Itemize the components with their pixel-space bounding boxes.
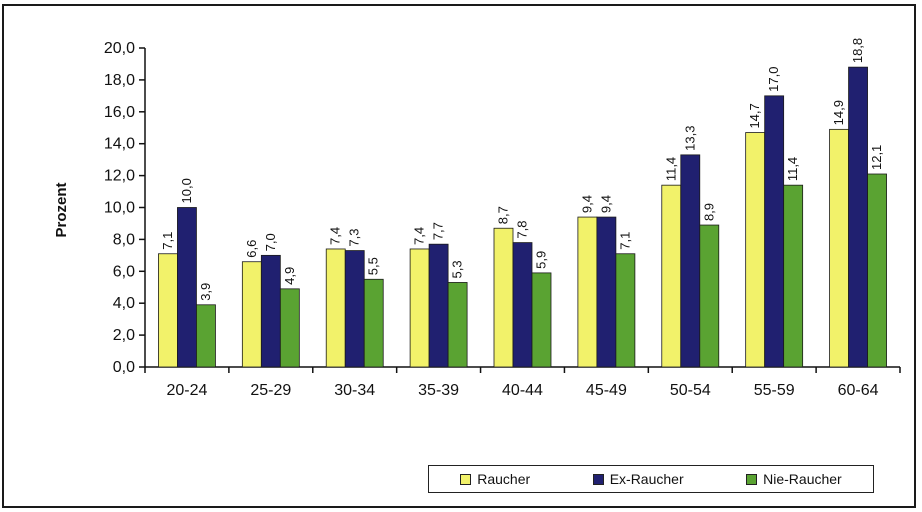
data-label: 9,4 <box>598 195 613 213</box>
bar <box>661 184 682 368</box>
bar <box>531 272 552 368</box>
data-label: 7,3 <box>347 228 362 246</box>
bar <box>596 216 617 368</box>
x-tick-label: 25-29 <box>250 382 291 399</box>
x-tick-label: 30-34 <box>334 382 375 399</box>
data-label: 5,3 <box>450 260 465 278</box>
data-label: 9,4 <box>579 195 594 213</box>
bar <box>764 95 785 368</box>
bar <box>196 304 216 368</box>
data-label: 8,9 <box>701 203 716 221</box>
legend-item-ex-raucher: Ex-Raucher <box>592 471 684 487</box>
bar <box>363 278 384 368</box>
y-tick-label: 16,0 <box>104 104 135 121</box>
y-tick-label: 10,0 <box>104 200 135 217</box>
data-label: 13,3 <box>682 126 697 151</box>
data-label: 7,8 <box>515 221 530 239</box>
data-label: 18,8 <box>850 38 865 63</box>
x-tick-label: 40-44 <box>502 382 543 399</box>
data-label: 6,6 <box>244 240 259 258</box>
y-tick-label: 8,0 <box>113 231 135 248</box>
x-tick-label: 45-49 <box>586 382 627 399</box>
legend: Raucher Ex-Raucher Nie-Raucher <box>428 465 874 493</box>
bar <box>493 227 514 368</box>
x-tick-label: 50-54 <box>670 382 711 399</box>
data-label: 5,9 <box>534 251 549 269</box>
data-label: 7,0 <box>263 233 278 251</box>
bar <box>783 184 804 368</box>
data-label: 11,4 <box>785 157 800 181</box>
data-label: 5,5 <box>366 257 381 275</box>
bar <box>344 250 365 368</box>
bar <box>829 128 849 368</box>
y-tick-label: 2,0 <box>113 327 135 344</box>
bar <box>409 248 430 368</box>
bar <box>428 243 449 368</box>
bar <box>615 253 636 368</box>
data-label: 14,9 <box>831 100 846 125</box>
legend-label-ex-raucher: Ex-Raucher <box>609 471 684 487</box>
bar <box>241 261 262 368</box>
x-tick-label: 20-24 <box>166 382 207 399</box>
bar <box>279 288 300 368</box>
legend-item-raucher: Raucher <box>460 471 530 487</box>
y-tick-label: 12,0 <box>104 168 135 185</box>
y-tick-label: 4,0 <box>113 295 135 312</box>
bar <box>699 224 720 368</box>
y-tick-label: 6,0 <box>113 263 135 280</box>
legend-label-raucher: Raucher <box>477 471 531 487</box>
chart-bars <box>158 66 887 368</box>
data-label: 10,0 <box>179 178 194 203</box>
data-label: 8,7 <box>496 206 511 224</box>
legend-label-nie-raucher: Nie-Raucher <box>763 471 842 487</box>
legend-swatch-raucher <box>460 473 472 485</box>
legend-swatch-ex-raucher <box>592 473 604 485</box>
bar <box>325 248 346 368</box>
x-tick-label: 60-64 <box>838 382 879 399</box>
bar <box>848 66 868 368</box>
chart-value-labels: 7,1 10,0 3,9 6,6 7,0 4,9 7,4 7,3 5,5 7,4 7,7 5,3 8,7… <box>160 38 884 301</box>
y-axis-label: Prozent <box>53 182 70 237</box>
bar <box>447 282 468 368</box>
bar <box>867 173 887 368</box>
data-label: 7,7 <box>431 222 446 240</box>
y-tick-label: 18,0 <box>104 72 135 89</box>
bar <box>577 216 598 368</box>
data-label: 4,9 <box>282 267 297 285</box>
bar <box>260 254 281 368</box>
data-label: 11,4 <box>663 157 678 181</box>
data-label: 3,9 <box>198 283 213 301</box>
data-label: 12,1 <box>869 145 884 170</box>
data-label: 7,1 <box>617 232 632 250</box>
y-tick-label: 0,0 <box>113 359 135 376</box>
bar <box>512 242 533 368</box>
bar <box>745 132 766 368</box>
y-tick-label: 14,0 <box>104 136 135 153</box>
x-tick-label: 35-39 <box>418 382 459 399</box>
bar <box>680 154 701 368</box>
data-label: 14,7 <box>747 103 762 128</box>
x-tick-label: 55-59 <box>754 382 795 399</box>
data-label: 7,1 <box>160 232 175 250</box>
legend-item-nie-raucher: Nie-Raucher <box>746 471 842 487</box>
legend-swatch-nie-raucher <box>746 473 758 485</box>
data-label: 17,0 <box>766 67 781 92</box>
data-label: 7,4 <box>328 227 343 245</box>
bar <box>177 207 197 368</box>
y-tick-label: 20,0 <box>104 40 135 57</box>
data-label: 7,4 <box>412 227 427 245</box>
bar <box>158 253 178 368</box>
